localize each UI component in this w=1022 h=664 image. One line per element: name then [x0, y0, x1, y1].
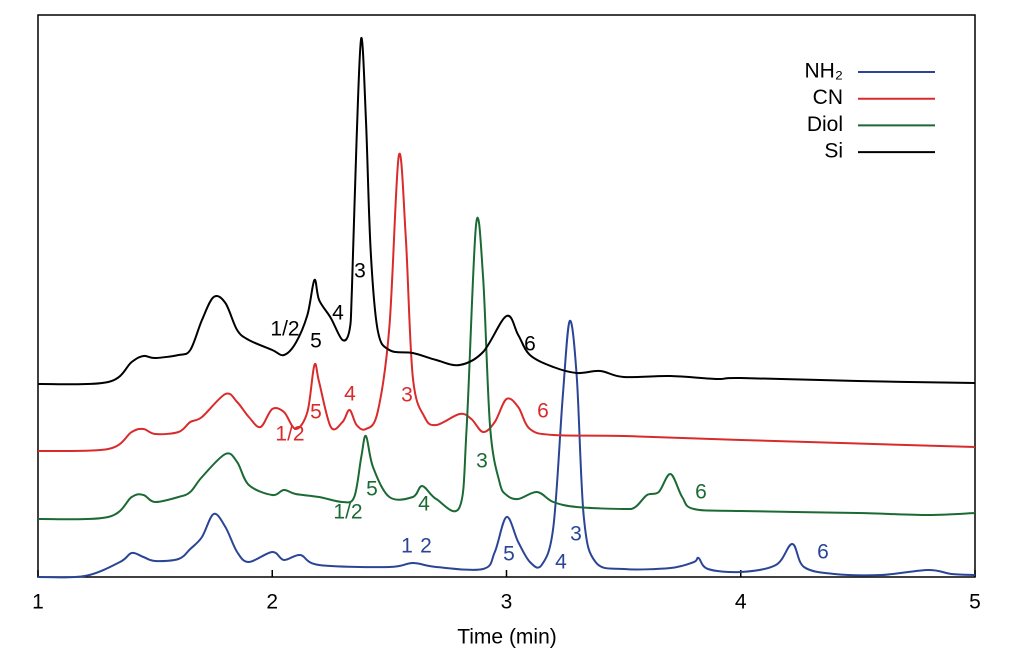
trace-line	[37, 152, 976, 453]
x-tick-label: 3	[501, 591, 513, 614]
peak-label: 4	[555, 551, 567, 574]
peak-label: 6	[817, 541, 829, 564]
peak-label: 4	[418, 493, 430, 516]
peak-label: 4	[332, 302, 344, 325]
peak-label: 5	[310, 401, 322, 424]
legend-label: CN	[813, 86, 843, 109]
peak-label: 1/2	[333, 501, 362, 524]
legend-label: Diol	[807, 113, 843, 136]
x-axis-label: Time (min)	[457, 626, 557, 649]
x-tick-label: 2	[266, 591, 278, 614]
legend-label: NH₂	[805, 60, 843, 83]
peak-label: 6	[695, 481, 707, 504]
peak-label: 6	[537, 400, 549, 423]
trace-line	[37, 319, 976, 579]
peak-label: 3	[401, 384, 413, 407]
x-tick-label: 5	[969, 591, 981, 614]
peak-label: 5	[310, 330, 322, 353]
peak-label: 3	[476, 450, 488, 473]
peak-label: 3	[354, 260, 366, 283]
peak-label: 4	[344, 383, 356, 406]
peak-label: 1/2	[270, 318, 299, 341]
x-tick-label: 4	[735, 591, 747, 614]
peak-label: 6	[524, 333, 536, 356]
trace-line	[37, 36, 976, 386]
peak-label: 2	[420, 535, 432, 558]
peak-label: 5	[503, 543, 515, 566]
trace-line	[37, 216, 976, 521]
legend-label: Si	[824, 140, 843, 163]
peak-label: 1/2	[275, 423, 304, 446]
x-tick-label: 1	[32, 591, 44, 614]
peak-label: 3	[570, 523, 582, 546]
peak-label: 1	[401, 535, 413, 558]
peak-label: 5	[366, 478, 378, 501]
